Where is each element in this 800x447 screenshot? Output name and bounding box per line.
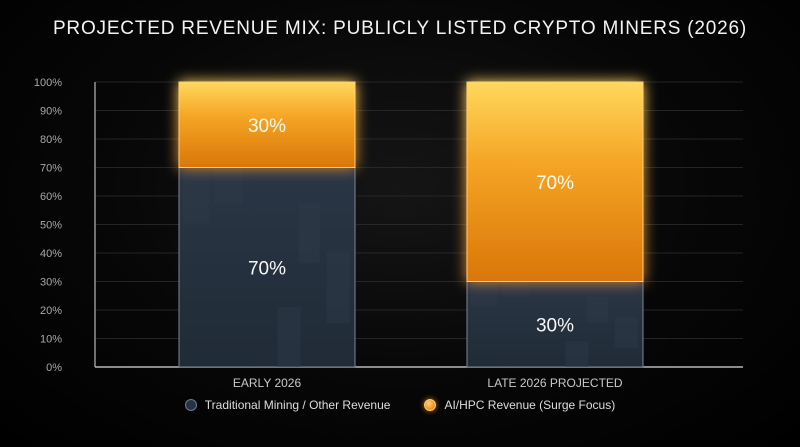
bar-texture-block bbox=[277, 307, 301, 367]
legend-label-traditional: Traditional Mining / Other Revenue bbox=[204, 398, 391, 412]
chart-title: PROJECTED REVENUE MIX: PUBLICLY LISTED C… bbox=[52, 18, 748, 39]
bar-texture-block bbox=[214, 167, 243, 204]
bar-segment-ai-hpc bbox=[466, 81, 644, 282]
bar-texture-block bbox=[298, 203, 320, 264]
data-label-traditional: 30% bbox=[536, 315, 574, 336]
legend: Traditional Mining / Other Revenue AI/HP… bbox=[0, 398, 800, 412]
orange-circle-icon bbox=[424, 399, 437, 411]
bar-segment-ai-hpc bbox=[178, 81, 356, 168]
y-tick-label: 90% bbox=[40, 106, 62, 118]
bar-segment-traditional bbox=[466, 281, 644, 368]
bar-segment-traditional bbox=[178, 167, 356, 368]
bar-texture-block bbox=[502, 281, 531, 297]
y-tick-label: 70% bbox=[40, 163, 62, 175]
y-tick-label: 100% bbox=[34, 77, 62, 89]
blue-circle-icon bbox=[184, 399, 197, 411]
x-category-label: EARLY 2026 bbox=[233, 376, 302, 390]
bar-texture-block bbox=[182, 173, 209, 224]
legend-item-ai-hpc: AI/HPC Revenue (Surge Focus) bbox=[424, 398, 615, 412]
data-label-traditional: 70% bbox=[248, 258, 286, 279]
data-label-ai-hpc: 70% bbox=[536, 173, 574, 194]
y-tick-label: 0% bbox=[46, 362, 62, 374]
bar-texture-block bbox=[614, 317, 638, 349]
axes: 0% 10% 20% 30% 40% 50% 60% 70% 80% 90% 100% EARLY 2… bbox=[34, 77, 623, 390]
y-tick-label: 20% bbox=[40, 305, 62, 317]
y-tick-label: 30% bbox=[40, 277, 62, 289]
data-labels: 70% 30% 30% 70% bbox=[248, 116, 574, 337]
bar-texture-block bbox=[326, 251, 350, 324]
y-tick-label: 10% bbox=[40, 334, 62, 346]
legend-item-traditional: Traditional Mining / Other Revenue bbox=[184, 398, 391, 412]
x-category-label: LATE 2026 PROJECTED bbox=[487, 376, 622, 390]
data-label-ai-hpc: 30% bbox=[248, 116, 286, 137]
y-tick-label: 80% bbox=[40, 134, 62, 146]
legend-label-ai-hpc: AI/HPC Revenue (Surge Focus) bbox=[444, 398, 616, 412]
bar-texture-block bbox=[565, 341, 589, 367]
bar-texture-block bbox=[470, 284, 497, 306]
bar-texture-block bbox=[586, 296, 608, 323]
bars bbox=[178, 81, 644, 368]
y-tick-label: 60% bbox=[40, 191, 62, 203]
y-tick-label: 40% bbox=[40, 248, 62, 260]
y-tick-label: 50% bbox=[40, 220, 62, 232]
